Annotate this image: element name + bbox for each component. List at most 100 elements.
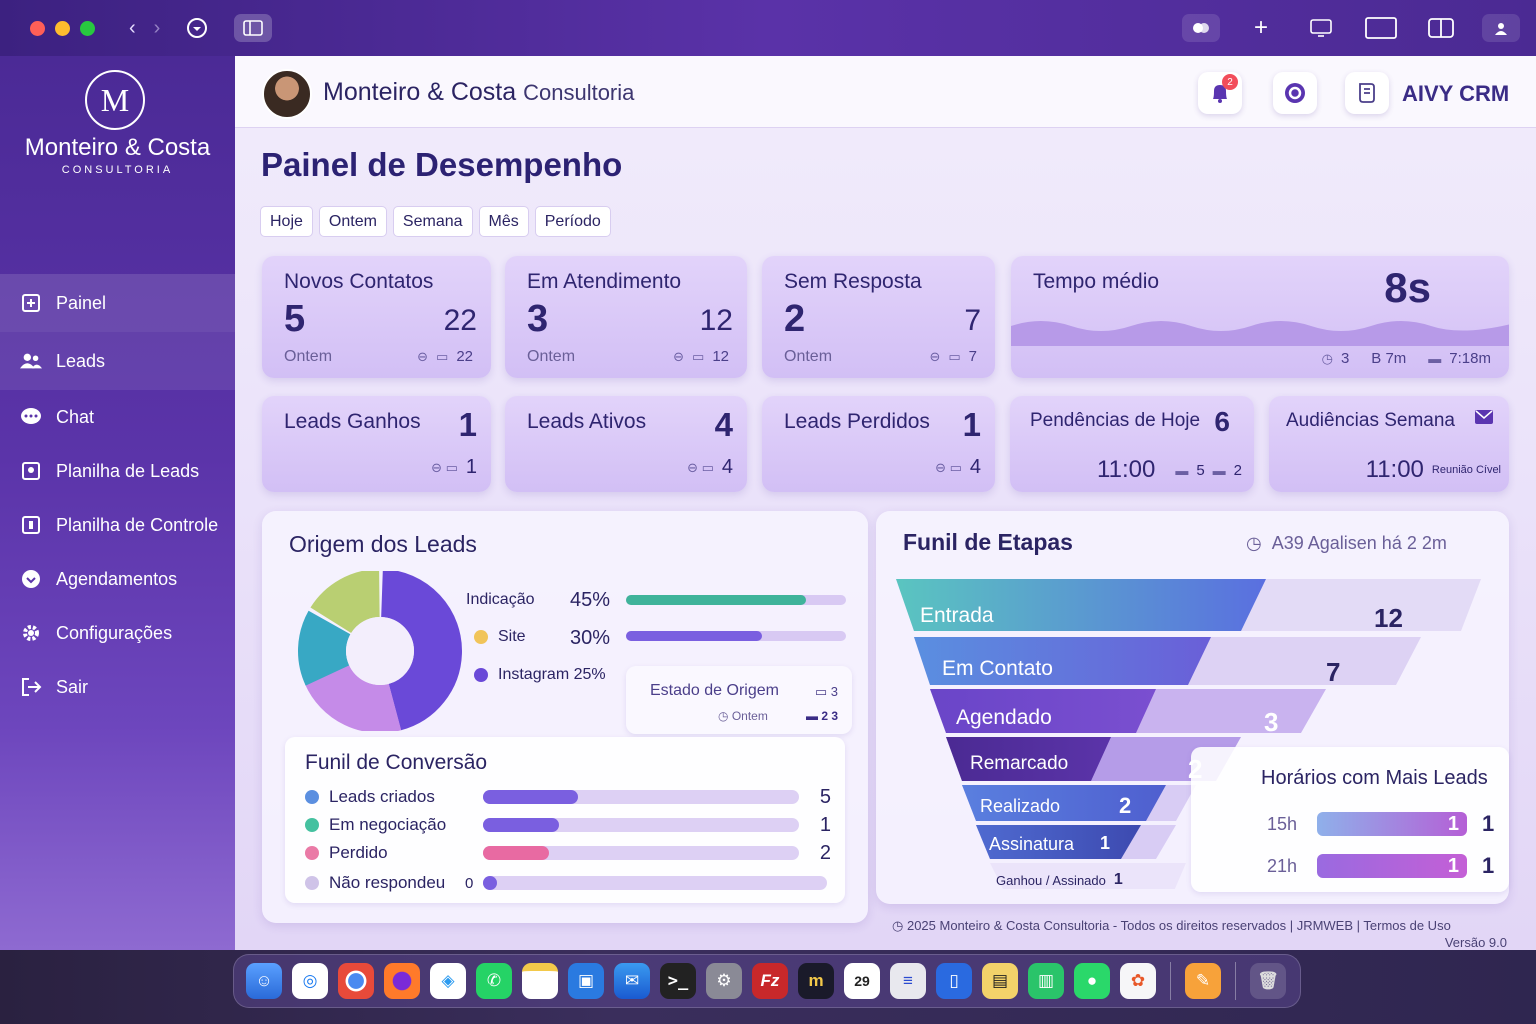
- calendar-icon[interactable]: 29: [844, 963, 880, 999]
- card-pendencias[interactable]: Pendências de Hoje 6 11:00 ▬ 5 ▬ 2: [1010, 396, 1254, 492]
- back-icon[interactable]: ‹: [129, 16, 136, 39]
- window-icon[interactable]: [1362, 14, 1400, 42]
- filter-hoje[interactable]: Hoje: [260, 206, 313, 237]
- avatar[interactable]: [262, 69, 312, 119]
- sidebar-item-leads[interactable]: Leads: [0, 332, 235, 390]
- laptop-icon: ▭: [436, 348, 449, 364]
- clock-icon: ◷: [1246, 533, 1262, 553]
- sidebar-item-planilha-leads[interactable]: Planilha de Leads: [0, 444, 235, 498]
- company-name: Monteiro & Costa: [323, 78, 517, 106]
- firefox-icon[interactable]: [384, 963, 420, 999]
- card-leads-ativos[interactable]: Leads Ativos 4 ⊖ ▭ 4: [505, 396, 747, 492]
- textedit-icon[interactable]: ≡: [890, 963, 926, 999]
- conv-bar-fill: [483, 790, 578, 804]
- filter-periodo[interactable]: Período: [534, 206, 611, 237]
- bell-icon: [1213, 85, 1227, 103]
- hour-row-21h: 21h 1 1: [1211, 853, 1501, 879]
- card-value: 8s: [1384, 264, 1431, 311]
- sidebar-toggle-icon[interactable]: [234, 14, 273, 42]
- funnel-step-remarcado[interactable]: Remarcado: [970, 739, 1068, 789]
- sidebar-item-planilha-controle[interactable]: Planilha de Controle: [0, 498, 235, 552]
- card-value: 3: [527, 298, 549, 340]
- crm-button[interactable]: [1345, 72, 1389, 114]
- card-leads-perdidos[interactable]: Leads Perdidos 1 ⊖ ▭ 4: [762, 396, 995, 492]
- messages-icon[interactable]: ●: [1074, 963, 1110, 999]
- funil-conversao-panel: Funil de Conversão Leads criados 5 Em ne…: [285, 737, 845, 903]
- car-icon: ▭: [814, 684, 831, 699]
- mail-icon: [1475, 410, 1493, 429]
- conv-value: 5: [819, 785, 831, 808]
- card-meta-value: 5: [1196, 461, 1205, 479]
- extension-icon[interactable]: [1182, 14, 1220, 42]
- mail-icon[interactable]: ✉: [614, 963, 650, 999]
- split-view-icon[interactable]: [1422, 14, 1460, 42]
- chrome-icon[interactable]: [338, 963, 374, 999]
- funnel-step-em-contato[interactable]: Em Contato: [942, 644, 1053, 694]
- sidebar: M Monteiro & Costa CONSULTORIA Painel Le…: [0, 56, 235, 950]
- new-tab-icon[interactable]: +: [1253, 14, 1268, 41]
- share-icon[interactable]: [1302, 14, 1340, 42]
- im-icon[interactable]: m: [798, 963, 834, 999]
- sidebar-item-label: Painel: [56, 292, 107, 313]
- maximize-window-button[interactable]: [80, 20, 95, 36]
- estado-origem-box[interactable]: Estado de Origem ▭ 3 ◷ Ontem ▬ 2 3: [626, 666, 852, 734]
- filter-semana[interactable]: Semana: [392, 206, 473, 237]
- minus-circle-icon: ⊖ ▭: [935, 459, 962, 475]
- sidebar-item-sair[interactable]: Sair: [0, 660, 235, 714]
- card-meta: ⊖ ▭ 4: [935, 456, 981, 479]
- notifications-button[interactable]: 2: [1198, 72, 1242, 114]
- sidebar-item-label: Chat: [56, 406, 95, 427]
- funnel-step-ganhou[interactable]: Ganhou / Assinado 1: [996, 865, 1123, 895]
- forward-icon[interactable]: ›: [153, 16, 161, 39]
- numbers-icon[interactable]: ▥: [1028, 963, 1064, 999]
- pages-icon[interactable]: ✎: [1185, 963, 1221, 999]
- settings-button[interactable]: [1273, 72, 1317, 114]
- card-sem-resposta[interactable]: Sem Resposta 2 7 Ontem ⊖ ▭ 7: [762, 256, 995, 378]
- trash-icon[interactable]: 🗑: [1250, 963, 1286, 999]
- funnel-step-assinatura[interactable]: Assinatura: [989, 825, 1074, 863]
- close-window-button[interactable]: [30, 20, 45, 36]
- card-audiencias[interactable]: Audiências Semana 11:00 Reunião Cível: [1269, 396, 1509, 492]
- profile-icon[interactable]: [1482, 14, 1520, 42]
- funnel-step-agendado[interactable]: Agendado: [956, 693, 1052, 743]
- minus-circle-icon: ⊖ ▭: [431, 459, 458, 475]
- card-meta-value: 4: [721, 456, 733, 478]
- filter-ontem[interactable]: Ontem: [318, 206, 387, 237]
- funnel-step-entrada[interactable]: Entrada: [920, 591, 994, 641]
- filezilla-icon[interactable]: Fz: [752, 963, 788, 999]
- photos-app-icon[interactable]: ✿: [1120, 963, 1156, 999]
- panel-title: Origem dos Leads: [289, 531, 477, 557]
- filter-mes[interactable]: Mês: [478, 206, 529, 237]
- finder-icon[interactable]: ☺: [246, 963, 282, 999]
- notes-icon[interactable]: [522, 963, 558, 999]
- card-value: 1: [458, 406, 477, 443]
- safari-icon[interactable]: ◎: [292, 963, 328, 999]
- sidebar-item-painel[interactable]: Painel: [0, 274, 235, 332]
- card-tempo-medio[interactable]: Tempo médio 8s ◷ 3 B 7m ▬ 7:18m: [1011, 256, 1509, 378]
- whatsapp-icon[interactable]: ✆: [476, 963, 512, 999]
- copyright-icon: ◷: [892, 918, 907, 933]
- origin-bar: [626, 631, 846, 641]
- conv-row-nao-respondeu: Não respondeu 0: [305, 870, 831, 896]
- shield-icon[interactable]: [178, 14, 216, 42]
- photos-icon[interactable]: ◈: [430, 963, 466, 999]
- terminal-icon[interactable]: >_: [660, 963, 696, 999]
- dock: ☺ ◎ ◈ ✆ ▣ ✉ >_ ⚙ Fz m 29 ≡ ▯ ▤ ▥ ● ✿ ✎ 🗑: [233, 954, 1301, 1008]
- sidebar-item-chat[interactable]: Chat: [0, 390, 235, 444]
- funnel-step-realizado[interactable]: Realizado: [980, 785, 1060, 827]
- sidebar-item-agendamentos[interactable]: Agendamentos: [0, 552, 235, 606]
- funil-etapas-panel: Funil de Etapas ◷ A39 Agalisen há 2 2m: [876, 511, 1509, 904]
- preview-icon[interactable]: ▣: [568, 963, 604, 999]
- minimize-window-button[interactable]: [55, 20, 70, 36]
- hour-label: 15h: [1267, 813, 1298, 834]
- card-em-atendimento[interactable]: Em Atendimento 3 12 Ontem ⊖ ▭ 12: [505, 256, 747, 378]
- settings-icon[interactable]: ⚙: [706, 963, 742, 999]
- conv-bar: [483, 876, 827, 890]
- card-total: 12: [699, 304, 733, 337]
- sidebar-item-configuracoes[interactable]: Configurações: [0, 606, 235, 660]
- card-novos-contatos[interactable]: Novos Contatos 5 22 Ontem ⊖ ▭ 22: [262, 256, 491, 378]
- card-leads-ganhos[interactable]: Leads Ganhos 1 ⊖ ▭ 1: [262, 396, 491, 492]
- archive-icon[interactable]: ▤: [982, 963, 1018, 999]
- books-icon[interactable]: ▯: [936, 963, 972, 999]
- panel-title: Horários com Mais Leads: [1261, 767, 1488, 789]
